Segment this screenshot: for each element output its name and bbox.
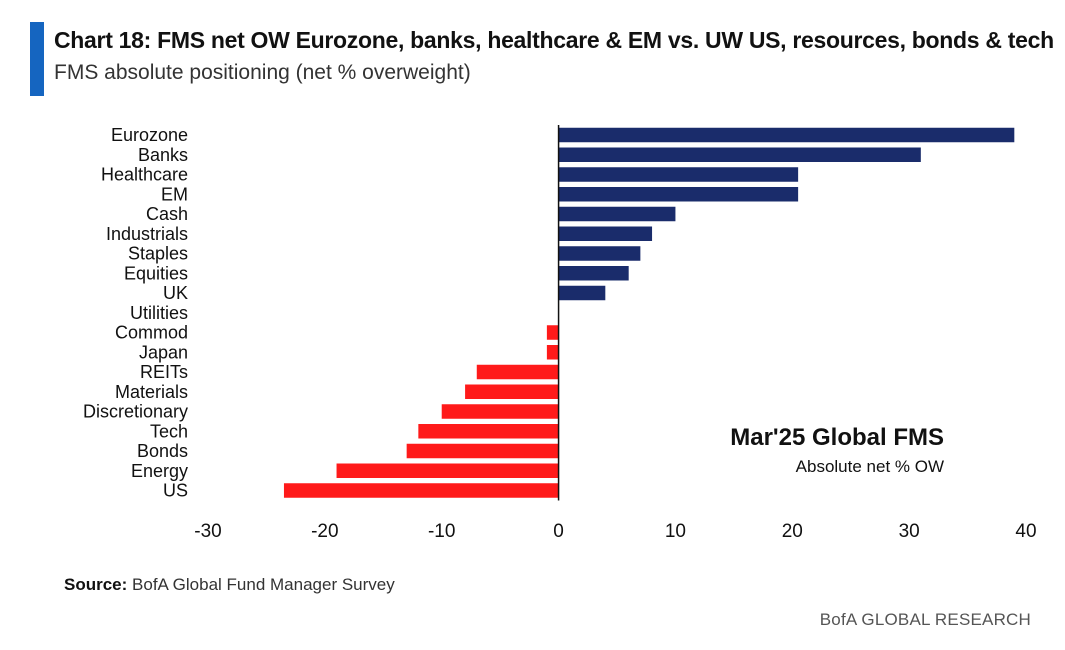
category-labels: EurozoneBanksHealthcareEMCashIndustrials… — [83, 125, 188, 501]
category-label-banks: Banks — [138, 145, 188, 165]
chart-subtitle: FMS absolute positioning (net % overweig… — [54, 61, 471, 84]
bars-group — [283, 127, 1015, 498]
source-label: Source: — [64, 575, 128, 594]
x-tick-label: 30 — [899, 521, 920, 542]
category-label-energy: Energy — [131, 461, 188, 481]
source-text: BofA Global Fund Manager Survey — [132, 575, 395, 594]
title-accent-bar — [30, 22, 44, 96]
category-label-healthcare: Healthcare — [101, 165, 188, 185]
category-label-uk: UK — [163, 283, 188, 303]
category-label-em: EM — [161, 184, 188, 204]
bar-cash — [558, 206, 676, 222]
x-tick-label: 20 — [782, 521, 803, 542]
bar-banks — [558, 147, 921, 162]
category-label-discretionary: Discretionary — [83, 402, 188, 422]
bar-discretionary — [441, 404, 559, 419]
bar-japan — [546, 345, 559, 360]
category-label-materials: Materials — [115, 382, 188, 402]
category-label-reits: REITs — [140, 362, 188, 382]
brand-label: BofA GLOBAL RESEARCH — [819, 610, 1031, 629]
bar-energy — [336, 463, 559, 478]
x-tick-label: -30 — [194, 521, 221, 542]
category-label-bonds: Bonds — [137, 441, 188, 461]
bar-industrials — [558, 226, 653, 241]
category-label-japan: Japan — [139, 342, 188, 362]
x-tick-label: 10 — [665, 521, 686, 542]
category-label-cash: Cash — [146, 204, 188, 224]
category-label-industrials: Industrials — [106, 224, 188, 244]
category-label-us: US — [163, 481, 188, 501]
category-label-commod: Commod — [115, 323, 188, 343]
annotation-subtitle: Absolute net % OW — [796, 457, 944, 476]
category-label-staples: Staples — [128, 244, 188, 264]
x-tick-label: 40 — [1015, 521, 1036, 542]
x-tick-label: -20 — [311, 521, 338, 542]
category-label-tech: Tech — [150, 421, 188, 441]
category-label-utilities: Utilities — [130, 303, 188, 323]
bar-healthcare — [558, 167, 799, 182]
bar-chart: EurozoneBanksHealthcareEMCashIndustrials… — [83, 125, 1037, 542]
source-note: Source: BofA Global Fund Manager Survey — [64, 575, 395, 595]
bar-commod — [546, 325, 559, 340]
annotation-title: Mar'25 Global FMS — [730, 424, 944, 451]
bar-eurozone — [558, 127, 1015, 143]
bar-staples — [558, 246, 641, 261]
bar-materials — [465, 384, 559, 399]
x-tick-label: 0 — [553, 521, 564, 542]
bar-bonds — [406, 443, 559, 459]
bar-tech — [418, 424, 559, 439]
chart-title: Chart 18: FMS net OW Eurozone, banks, he… — [54, 27, 1054, 53]
category-label-eurozone: Eurozone — [111, 125, 188, 145]
bar-reits — [476, 364, 559, 380]
bar-us — [283, 483, 559, 498]
x-tick-label: -10 — [428, 521, 455, 542]
bar-em — [558, 187, 799, 202]
bar-uk — [558, 285, 606, 301]
x-tick-labels: -30 -20 -10 0 10 20 30 40 — [194, 521, 1036, 542]
bar-equities — [558, 266, 629, 281]
category-label-equities: Equities — [124, 263, 188, 283]
